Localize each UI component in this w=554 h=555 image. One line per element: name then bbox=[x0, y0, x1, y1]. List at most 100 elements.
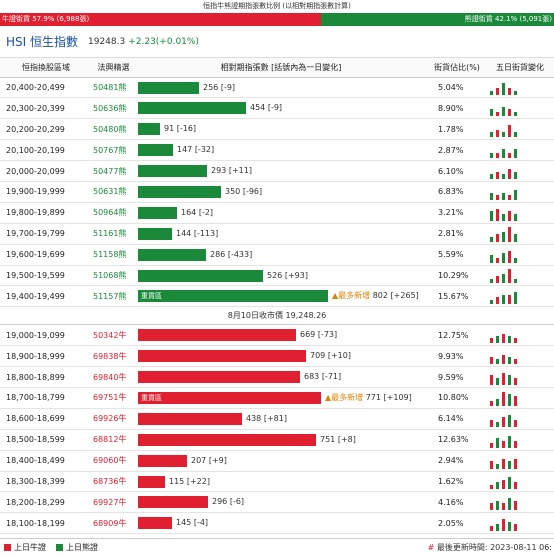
spark-bar bbox=[496, 377, 499, 386]
count-bar bbox=[138, 371, 300, 384]
spark-bar bbox=[496, 130, 499, 138]
code-link[interactable]: 51161熊 bbox=[86, 223, 134, 245]
spark-bar bbox=[514, 440, 517, 448]
code-link[interactable]: 50480熊 bbox=[86, 118, 134, 141]
count-text: 293 [+11] bbox=[211, 161, 252, 180]
count-cell: 751 [+8] bbox=[134, 429, 428, 451]
code-link[interactable]: 69840牛 bbox=[86, 366, 134, 388]
spark-bar bbox=[502, 148, 505, 159]
spark-bar bbox=[508, 414, 511, 427]
header-five-day: 五日街貨變化 bbox=[486, 58, 554, 78]
index-name[interactable]: HSI 恒生指數 bbox=[6, 35, 78, 49]
spark-bar bbox=[490, 278, 493, 284]
range-cell: 18,700-18,799 bbox=[0, 387, 86, 409]
pct-cell: 10.29% bbox=[428, 265, 486, 287]
code-link[interactable]: 69927牛 bbox=[86, 491, 134, 514]
spark-bar bbox=[496, 359, 499, 365]
spark-bar bbox=[490, 484, 493, 490]
table-row: 19,500-19,599 51068熊 526 [+93] 10.29% bbox=[0, 265, 554, 287]
index-value: 19248.3 bbox=[88, 36, 126, 47]
code-link[interactable]: 50964熊 bbox=[86, 202, 134, 224]
five-day-sparkline bbox=[486, 515, 554, 532]
count-cell: 526 [+93] bbox=[134, 265, 428, 287]
count-cell: 454 [-9] bbox=[134, 97, 428, 120]
code-link[interactable]: 50477熊 bbox=[86, 160, 134, 182]
code-link[interactable]: 50767熊 bbox=[86, 139, 134, 162]
spark-bar bbox=[502, 440, 505, 448]
count-cell: 438 [+81] bbox=[134, 408, 428, 430]
code-link[interactable]: 68909牛 bbox=[86, 512, 134, 535]
count-value: 145 bbox=[176, 518, 192, 528]
pct-cell: 12.63% bbox=[428, 429, 486, 451]
code-link[interactable]: 69751牛 bbox=[86, 387, 134, 409]
pct-cell: 2.94% bbox=[428, 450, 486, 472]
bull-bear-ratio-bar: 牛證街貨 57.9% (6,988張) 熊證街貨 42.1% (5,091張) bbox=[0, 13, 554, 26]
code-link[interactable]: 50631熊 bbox=[86, 181, 134, 203]
range-cell: 19,800-19,899 bbox=[0, 202, 86, 224]
count-value: 350 bbox=[225, 186, 241, 196]
count-change: [+265] bbox=[390, 291, 419, 301]
five-day-cell bbox=[486, 324, 554, 347]
header-pct: 街貨佔比(%) bbox=[428, 58, 486, 78]
spark-bar bbox=[502, 83, 505, 96]
five-day-cell bbox=[486, 77, 554, 99]
code-link[interactable]: 51158熊 bbox=[86, 244, 134, 266]
count-change: [-4] bbox=[193, 518, 209, 528]
spark-bar bbox=[490, 299, 493, 305]
count-value: 751 bbox=[320, 434, 336, 444]
count-text: 286 [-433] bbox=[210, 245, 252, 264]
table-row: 18,700-18,799 69751牛 重貨區 ▲最多新增 771 [+109] 10… bbox=[0, 387, 554, 409]
spark-bar bbox=[496, 257, 499, 263]
table-row: 18,900-18,999 69838牛 709 [+10] 9.93% bbox=[0, 345, 554, 368]
code-link[interactable]: 50636熊 bbox=[86, 97, 134, 120]
spark-bar bbox=[502, 213, 505, 221]
count-bar bbox=[138, 102, 246, 115]
five-day-sparkline bbox=[486, 369, 554, 386]
code-link[interactable]: 68812牛 bbox=[86, 429, 134, 451]
five-day-sparkline bbox=[486, 79, 554, 96]
count-value: 771 bbox=[365, 392, 381, 402]
close-price-row: 8月10日收市價 19,248.26 bbox=[0, 306, 554, 326]
spark-bar bbox=[508, 195, 511, 200]
count-cell: 207 [+9] bbox=[134, 450, 428, 472]
spark-bar bbox=[514, 524, 517, 532]
spark-bar bbox=[514, 278, 517, 284]
five-day-cell bbox=[486, 244, 554, 266]
five-day-sparkline bbox=[486, 327, 554, 344]
code-link[interactable]: 69060牛 bbox=[86, 450, 134, 472]
code-link[interactable]: 50342牛 bbox=[86, 324, 134, 347]
five-day-sparkline bbox=[486, 411, 554, 427]
five-day-sparkline bbox=[486, 205, 554, 221]
five-day-cell bbox=[486, 139, 554, 162]
code-link[interactable]: 51068熊 bbox=[86, 265, 134, 287]
five-day-cell bbox=[486, 285, 554, 308]
spark-bar bbox=[514, 419, 517, 427]
count-bar bbox=[138, 144, 173, 157]
spark-bar bbox=[514, 213, 517, 221]
code-link[interactable]: 50481熊 bbox=[86, 77, 134, 99]
five-day-cell bbox=[486, 491, 554, 514]
header-count: 相對期指張數 [括號內為一日變化] bbox=[134, 58, 428, 78]
spark-bar bbox=[496, 438, 499, 448]
count-text: ▲最多新增 802 [+265] bbox=[332, 286, 419, 305]
spark-bar bbox=[490, 109, 493, 117]
code-link[interactable]: 68736牛 bbox=[86, 471, 134, 493]
count-change: [-2] bbox=[198, 207, 214, 217]
code-link[interactable]: 69926牛 bbox=[86, 408, 134, 430]
spark-bar bbox=[514, 111, 517, 117]
spark-bar bbox=[508, 435, 511, 448]
spark-bar bbox=[496, 336, 499, 344]
spark-bar bbox=[496, 171, 499, 179]
count-value: 91 bbox=[164, 124, 175, 134]
code-link[interactable]: 51157熊 bbox=[86, 285, 134, 308]
spark-bar bbox=[502, 174, 505, 179]
spark-bar bbox=[514, 359, 517, 365]
spark-bar bbox=[496, 524, 499, 532]
count-text: 296 [-6] bbox=[212, 492, 244, 511]
pct-cell: 3.21% bbox=[428, 202, 486, 224]
count-bar bbox=[138, 248, 206, 261]
count-change: [+109] bbox=[383, 392, 412, 402]
code-link[interactable]: 69838牛 bbox=[86, 345, 134, 368]
five-day-sparkline bbox=[486, 494, 554, 511]
close-price-label: 8月10日收市價 19,248.26 bbox=[0, 306, 554, 326]
